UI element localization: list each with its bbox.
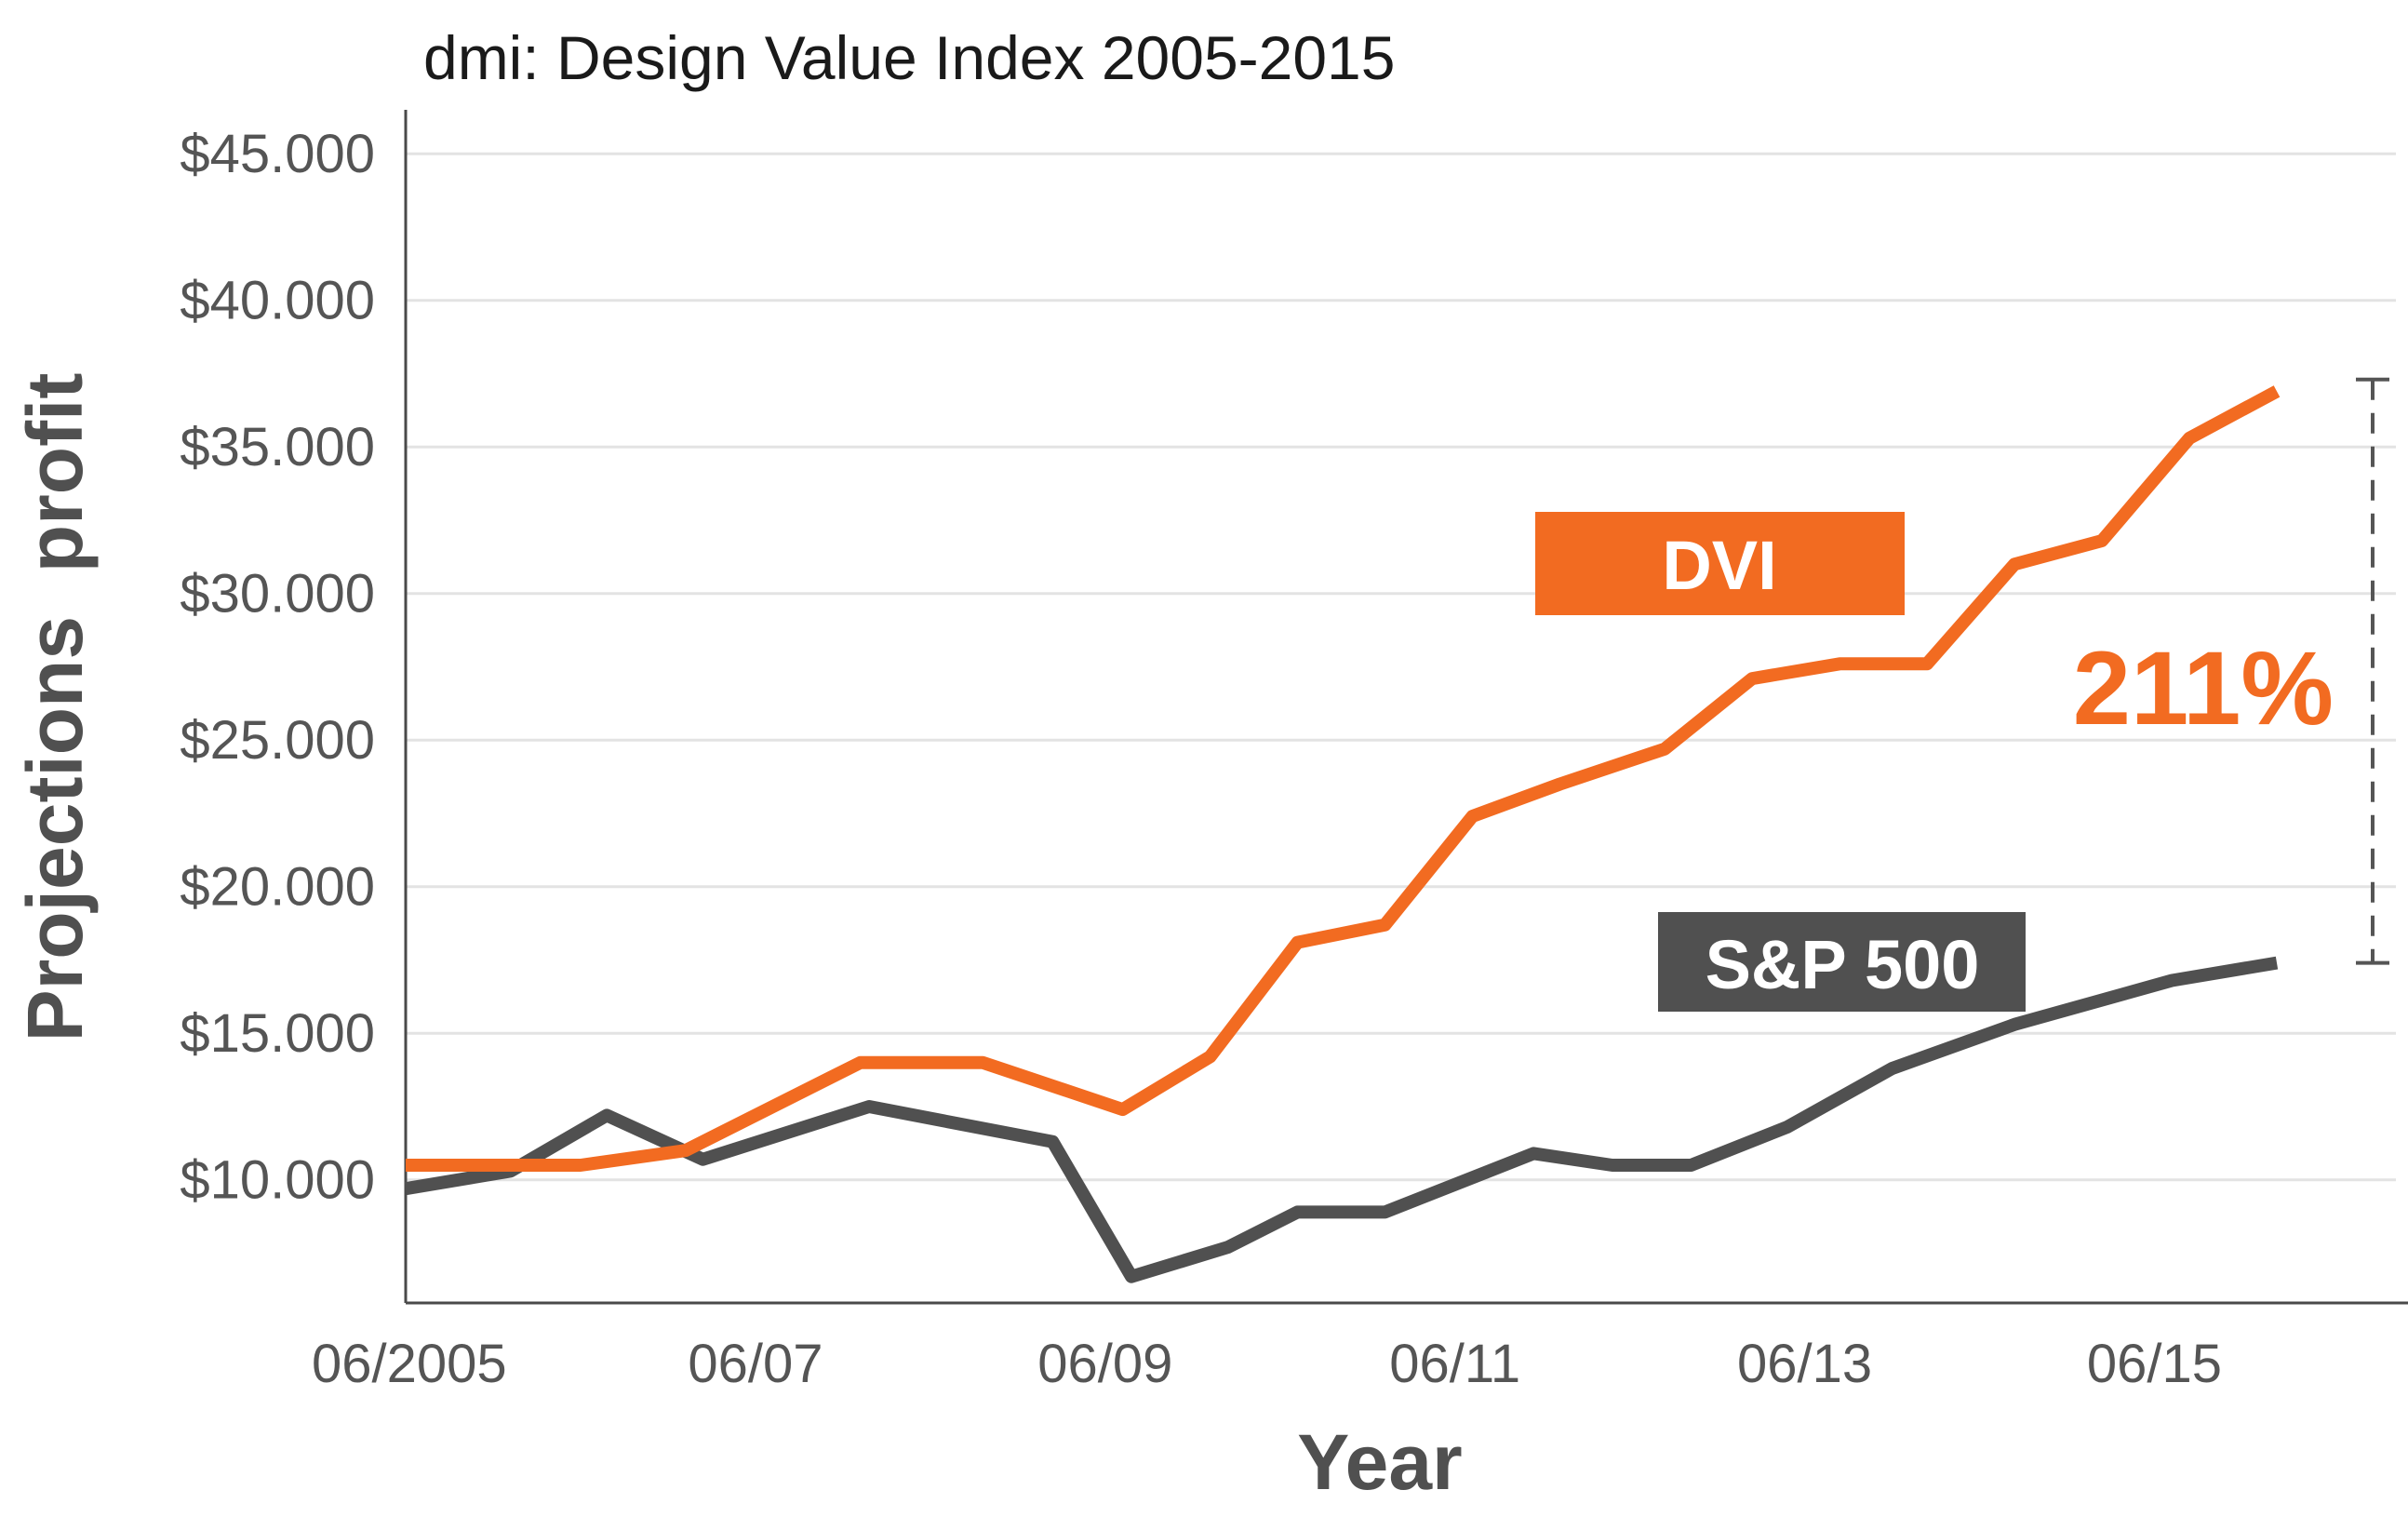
dvi-label-text: DVI bbox=[1662, 527, 1776, 604]
sp500-legend-label: S&P 500 bbox=[1658, 912, 2026, 1012]
x-tick-label-2: 06/09 bbox=[1037, 1334, 1172, 1394]
x-axis-label: Year bbox=[1297, 1418, 1463, 1506]
x-tick-label-0: 06/2005 bbox=[312, 1334, 507, 1394]
growth-percent-annotation: 211% bbox=[2073, 630, 2334, 746]
x-tick-label-3: 06/11 bbox=[1389, 1334, 1520, 1394]
series-lines bbox=[404, 385, 2281, 1283]
y-tick-label-2: $20.000 bbox=[180, 857, 375, 918]
chart-title: dmi: Design Value Index 2005-2015 bbox=[423, 23, 1395, 92]
y-tick-label-5: $35.000 bbox=[180, 417, 375, 477]
growth-bracket bbox=[2356, 377, 2389, 965]
y-tick-label-0: $10.000 bbox=[180, 1150, 375, 1211]
y-tick-labels: $10.000 $15.000 $20.000 $25.000 $30.000 $35.0… bbox=[180, 124, 375, 1210]
y-tick-label-4: $30.000 bbox=[180, 564, 375, 624]
dvi-legend-label: DVI bbox=[1535, 512, 1905, 615]
y-tick-label-7: $45.000 bbox=[180, 124, 375, 184]
y-tick-label-1: $15.000 bbox=[180, 1003, 375, 1064]
series-line-dvi bbox=[406, 385, 2281, 1172]
y-axis-label: Projections profit bbox=[11, 373, 99, 1042]
x-tick-label-1: 06/07 bbox=[688, 1334, 823, 1394]
y-tick-label-6: $40.000 bbox=[180, 271, 375, 331]
x-tick-label-5: 06/15 bbox=[2087, 1334, 2222, 1394]
sp500-label-box bbox=[1658, 912, 2026, 1012]
x-tick-labels: 06/2005 06/07 06/09 06/11 06/13 06/15 bbox=[312, 1334, 2222, 1394]
y-tick-label-3: $25.000 bbox=[180, 710, 375, 771]
sp500-label-text: S&P 500 bbox=[1706, 926, 1980, 1003]
dvi-label-box bbox=[1535, 512, 1905, 615]
grid-lines bbox=[406, 152, 2396, 1182]
x-tick-label-4: 06/13 bbox=[1737, 1334, 1872, 1394]
